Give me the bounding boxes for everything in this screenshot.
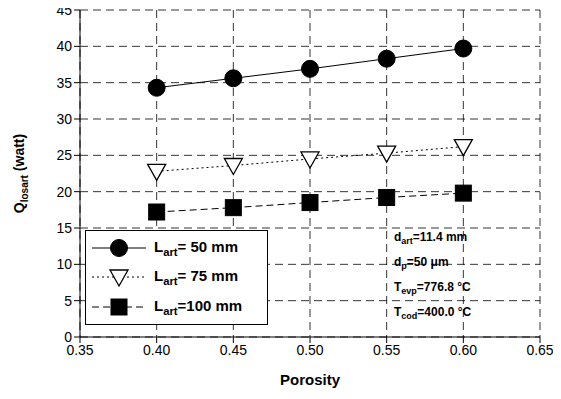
html-text:Lart= 50 mm: Lart= 50 mm bbox=[154, 237, 238, 258]
svg-text:5: 5 bbox=[64, 293, 72, 309]
svg-text:Porosity: Porosity bbox=[280, 371, 341, 388]
svg-text:Qlosart (watt): Qlosart (watt) bbox=[11, 134, 30, 213]
svg-text:15: 15 bbox=[56, 220, 72, 236]
svg-text:0.40: 0.40 bbox=[143, 342, 170, 358]
html-text:Lart=100 mm: Lart=100 mm bbox=[154, 297, 243, 318]
html-text:dart=11.4 mm: dart=11.4 mm bbox=[394, 230, 468, 247]
svg-text:25: 25 bbox=[56, 147, 72, 163]
svg-text:0: 0 bbox=[64, 329, 72, 345]
svg-text:10: 10 bbox=[56, 256, 72, 272]
html-text:Tcod=400.0 °C: Tcod=400.0 °C bbox=[394, 305, 472, 322]
svg-text:0.60: 0.60 bbox=[450, 342, 477, 358]
svg-text:30: 30 bbox=[56, 111, 72, 127]
svg-text:35: 35 bbox=[56, 75, 72, 91]
svg-text:0.50: 0.50 bbox=[296, 342, 323, 358]
svg-text:45: 45 bbox=[56, 8, 72, 18]
html-text:Lart= 75 mm: Lart= 75 mm bbox=[154, 267, 238, 288]
svg-text:0.35: 0.35 bbox=[66, 341, 94, 358]
svg-text:20: 20 bbox=[56, 184, 72, 200]
svg-text:0.45: 0.45 bbox=[220, 342, 247, 358]
html-text:dp=50 μm: dp=50 μm bbox=[394, 255, 449, 272]
svg-text:0.65: 0.65 bbox=[526, 342, 553, 358]
html-text:Tevp=776.8 °C: Tevp=776.8 °C bbox=[394, 280, 471, 297]
svg-text:0.55: 0.55 bbox=[373, 342, 400, 358]
svg-text:40: 40 bbox=[56, 38, 72, 54]
